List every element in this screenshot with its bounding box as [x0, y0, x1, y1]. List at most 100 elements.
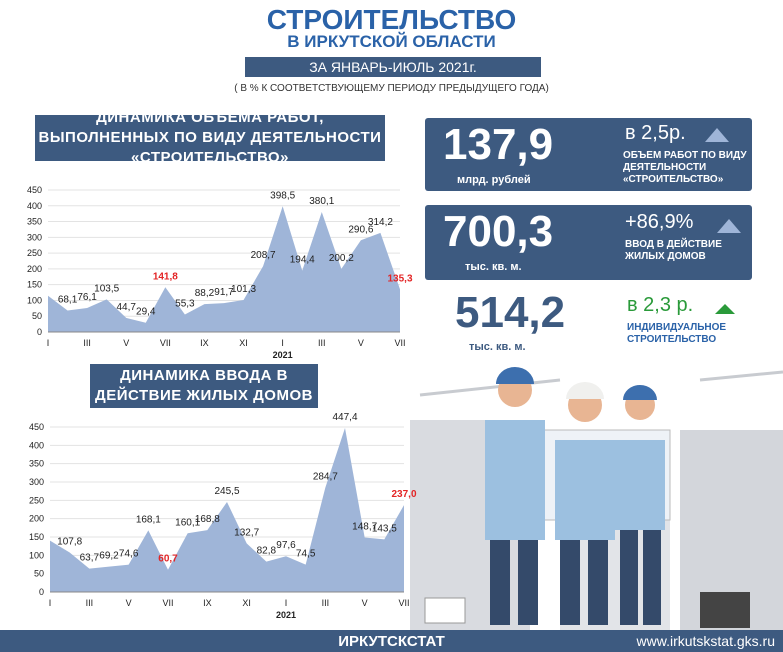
y-tick-label: 250 — [29, 495, 44, 505]
value-label: 143,5 — [372, 523, 397, 534]
value-label: 447,4 — [332, 412, 357, 423]
area — [48, 206, 400, 332]
x-tick-label: VII — [160, 338, 171, 348]
footer: ИРКУТСКСТАТ www.irkutskstat.gks.ru — [0, 630, 783, 652]
chart-title: ДИНАМИКА ВВОДА В ДЕЙСТВИЕ ЖИЛЫХ ДОМОВ — [90, 364, 318, 408]
kpi-unit: тыс. кв. м. — [465, 261, 522, 273]
value-label: 97,6 — [276, 540, 296, 551]
value-label: 69,2 — [99, 551, 119, 562]
x-tick-label: V — [358, 338, 364, 348]
x-tick-label: I — [285, 598, 288, 608]
value-label: 194,4 — [290, 255, 315, 266]
y-tick-label: 100 — [29, 550, 44, 560]
y-tick-label: 450 — [27, 185, 42, 195]
value-label: 101,3 — [231, 284, 256, 295]
x-tick-label: XI — [239, 338, 248, 348]
value-label: 284,7 — [313, 472, 338, 483]
kpi-card: 514,2 тыс. кв. м. в 2,3 р. ИНДИВИДУАЛЬНО… — [425, 288, 752, 358]
value-label: 200,2 — [329, 253, 354, 264]
x-tick-label: IX — [200, 338, 209, 348]
kpi-label: ИНДИВИДУАЛЬНОЕ СТРОИТЕЛЬСТВО — [627, 322, 727, 345]
value-label: 76,1 — [77, 292, 97, 303]
title: СТРОИТЕЛЬСТВО — [266, 4, 517, 35]
y-tick-label: 350 — [27, 217, 42, 227]
kpi-unit: тыс. кв. м. — [469, 341, 526, 353]
y-tick-label: 250 — [27, 248, 42, 258]
x-tick-label: III — [322, 598, 330, 608]
x-tick-label: V — [362, 598, 368, 608]
value-label: 290,6 — [348, 224, 373, 235]
y-tick-label: 400 — [29, 440, 44, 450]
footer-url: www.irkutskstat.gks.ru — [636, 633, 775, 649]
subtitle: В ИРКУТСКОЙ ОБЛАСТИ — [287, 32, 496, 51]
value-label: 132,7 — [234, 527, 259, 538]
x-tick-label: VII — [398, 598, 409, 608]
value-label: 148,7 — [352, 521, 377, 532]
up-arrow — [717, 219, 741, 233]
value-label: 208,7 — [251, 250, 276, 261]
x-tick-label: III — [83, 338, 91, 348]
value-label: 314,2 — [368, 217, 393, 228]
y-tick-label: 150 — [27, 280, 42, 290]
x-tick-label: IX — [203, 598, 212, 608]
value-label: 107,8 — [57, 536, 82, 547]
year-label: 2021 — [276, 610, 296, 620]
value-label: 160,1 — [175, 517, 200, 528]
x-tick-label: XI — [242, 598, 251, 608]
value-label: 141,8 — [153, 271, 178, 282]
value-label: 245,5 — [214, 486, 239, 497]
x-tick-label: III — [86, 598, 94, 608]
value-label: 168,8 — [195, 514, 220, 525]
x-tick-label: V — [126, 598, 132, 608]
y-tick-label: 50 — [34, 569, 44, 579]
y-tick-label: 350 — [29, 459, 44, 469]
y-tick-label: 200 — [27, 264, 42, 274]
x-tick-label: I — [47, 338, 50, 348]
x-tick-label: VII — [394, 338, 405, 348]
y-tick-label: 300 — [27, 232, 42, 242]
up-arrow — [705, 128, 729, 142]
value-label: 68,1 — [58, 295, 78, 306]
up-arrow — [715, 304, 735, 314]
value-label: 91,7 — [214, 287, 234, 298]
value-label: 60,7 — [158, 554, 178, 565]
value-label: 103,5 — [94, 283, 119, 294]
y-tick-label: 0 — [39, 587, 44, 597]
value-label: 168,1 — [136, 514, 161, 525]
value-label: 237,0 — [391, 489, 416, 500]
kpi-value: 514,2 — [455, 288, 566, 337]
kpi-card: 137,9 млрд. рублей в 2,5р. ОБЪЕМ РАБОТ П… — [425, 118, 752, 191]
y-tick-label: 200 — [29, 514, 44, 524]
kpi-value: 137,9 — [443, 120, 554, 169]
x-tick-label: I — [49, 598, 52, 608]
value-label: 74,5 — [296, 549, 316, 560]
value-label: 63,7 — [80, 553, 100, 564]
kpi-change: +86,9% — [625, 211, 694, 233]
x-tick-label: III — [318, 338, 326, 348]
x-tick-label: VII — [162, 598, 173, 608]
y-tick-label: 50 — [32, 311, 42, 321]
value-label: 74,6 — [119, 549, 139, 560]
kpi-change: в 2,3 р. — [627, 294, 694, 316]
note: ( В % К СООТВЕТСТВУЮЩЕМУ ПЕРИОДУ ПРЕДЫДУ… — [234, 83, 549, 94]
chart-title: ДИНАМИКА ОБЪЕМА РАБОТ, ВЫПОЛНЕННЫХ ПО ВИ… — [35, 109, 385, 166]
illustration — [410, 367, 783, 630]
period: ЗА ЯНВАРЬ-ИЮЛЬ 2021г. — [245, 57, 541, 77]
value-label: 55,3 — [175, 299, 195, 310]
y-tick-label: 100 — [27, 295, 42, 305]
x-tick-label: I — [281, 338, 284, 348]
value-label: 135,3 — [387, 273, 412, 284]
value-label: 82,8 — [257, 546, 277, 557]
value-label: 380,1 — [309, 196, 334, 207]
kpi-card: 700,3 тыс. кв. м. +86,9% ВВОД В ДЕЙСТВИЕ… — [425, 205, 752, 280]
y-tick-label: 300 — [29, 477, 44, 487]
kpi-label: ОБЪЕМ РАБОТ ПО ВИДУ ДЕЯТЕЛЬНОСТИ «СТРОИТ… — [623, 150, 747, 185]
y-tick-label: 450 — [29, 422, 44, 432]
value-label: 88,2 — [195, 288, 215, 299]
y-tick-label: 0 — [37, 327, 42, 337]
footer-org: ИРКУТСКСТАТ — [338, 633, 445, 650]
area — [50, 427, 404, 592]
value-label: 44,7 — [116, 302, 136, 313]
